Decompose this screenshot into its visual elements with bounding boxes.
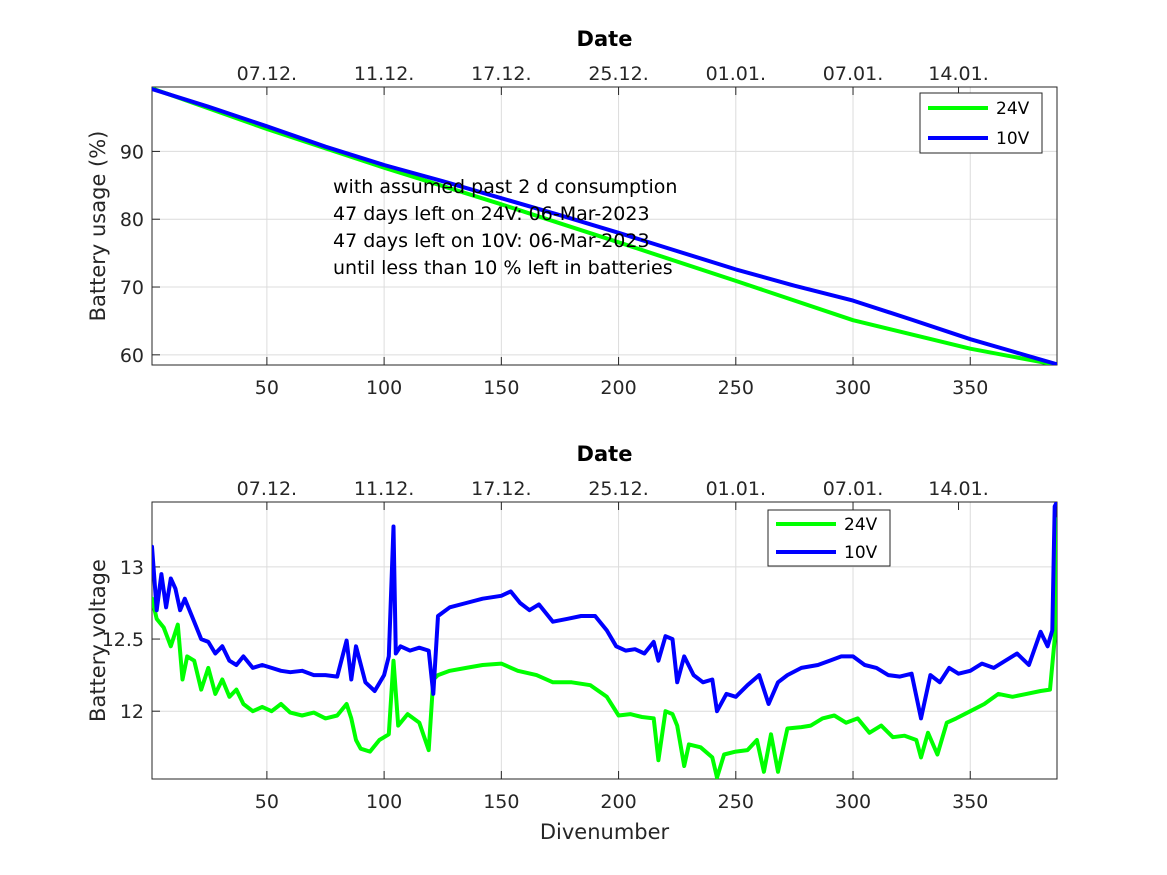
top-axis-title: Date — [577, 27, 633, 51]
annotation-line: until less than 10 % left in batteries — [333, 257, 673, 279]
legend: 24V 10V — [919, 92, 1043, 154]
legend-label-10V: 10V — [996, 129, 1030, 149]
y-tick-label: 80 — [120, 209, 144, 231]
x-tick-label: 150 — [483, 791, 519, 813]
y-axis-label: Battery voltage — [86, 559, 110, 722]
series-group — [152, 502, 1057, 779]
top-date-tick-label: 01.01. — [706, 63, 766, 85]
y-tick-label: 13 — [120, 557, 144, 579]
y-tick-label: 12.5 — [102, 629, 144, 651]
x-tick-label: 50 — [255, 791, 279, 813]
series-group — [152, 87, 1057, 365]
top-date-tick-label: 11.12. — [354, 63, 414, 85]
plot-frame — [151, 86, 1058, 366]
y-axis-label: Battery usage (%) — [86, 131, 110, 322]
series-line-24V — [152, 517, 1057, 779]
top-date-tick-label: 07.12. — [237, 63, 297, 85]
legend-box — [767, 509, 891, 567]
legend-label-10V: 10V — [844, 543, 878, 563]
x-tick-label: 300 — [835, 791, 871, 813]
legend-label-24V: 24V — [996, 99, 1030, 119]
top-date-tick-label: 14.01. — [928, 63, 988, 85]
series-line-10V — [152, 502, 1057, 721]
top-date-tick-label: 25.12. — [588, 63, 648, 85]
x-tick-label: 50 — [255, 377, 279, 399]
y-tick-label: 90 — [120, 141, 144, 163]
x-tick-label: 150 — [483, 377, 519, 399]
plot-frame — [151, 501, 1058, 780]
x-tick-label: 200 — [600, 377, 636, 399]
top-date-tick-label: 07.12. — [237, 478, 297, 500]
x-tick-label: 100 — [366, 791, 402, 813]
x-tick-label: 350 — [952, 791, 988, 813]
battery-usage-panel: 50 100 150 200 250 300 350 60 70 80 90 07.12. 11.12.… — [86, 27, 1058, 399]
x-tick-label: 250 — [718, 791, 754, 813]
annotation-line: 47 days left on 10V: 06-Mar-2023 — [333, 230, 650, 252]
annotation-line: with assumed past 2 d consumption — [333, 176, 677, 198]
series-line-10V — [152, 87, 1057, 365]
annotation-line: 47 days left on 24V: 06-Mar-2023 — [333, 203, 650, 225]
battery-voltage-panel: 50 100 150 200 250 300 350 12 12.5 13 07.12. 11.12.… — [86, 442, 1058, 844]
top-axis-title: Date — [577, 442, 633, 466]
x-tick-label: 250 — [718, 377, 754, 399]
top-date-tick-label: 17.12. — [471, 63, 531, 85]
top-date-tick-label: 07.01. — [823, 478, 883, 500]
y-tick-label: 12 — [120, 701, 144, 723]
top-date-tick-label: 17.12. — [471, 478, 531, 500]
x-tick-label: 100 — [366, 377, 402, 399]
y-tick-label: 60 — [120, 345, 144, 367]
legend-label-24V: 24V — [844, 515, 878, 535]
x-tick-label: 300 — [835, 377, 871, 399]
x-axis-label: Divenumber — [540, 820, 670, 844]
x-tick-label: 200 — [600, 791, 636, 813]
top-date-tick-label: 25.12. — [588, 478, 648, 500]
y-tick-label: 70 — [120, 277, 144, 299]
top-date-tick-label: 11.12. — [354, 478, 414, 500]
top-date-tick-label: 14.01. — [928, 478, 988, 500]
legend-box — [919, 92, 1043, 154]
top-date-tick-label: 07.01. — [823, 63, 883, 85]
top-date-tick-label: 01.01. — [706, 478, 766, 500]
x-tick-label: 350 — [952, 377, 988, 399]
